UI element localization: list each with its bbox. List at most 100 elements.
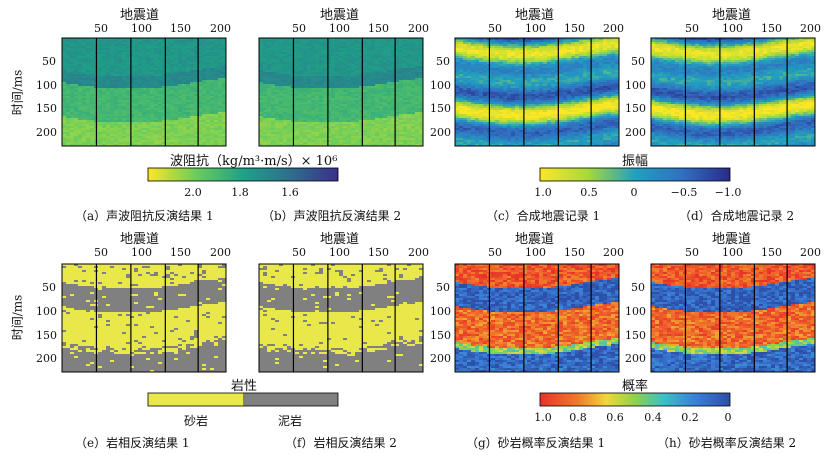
heatmap-cell bbox=[267, 116, 272, 119]
heatmap-cell bbox=[198, 100, 203, 103]
heatmap-cell bbox=[158, 126, 163, 129]
heatmap-cell bbox=[86, 74, 91, 77]
heatmap-cell bbox=[283, 118, 288, 121]
heatmap-cell bbox=[190, 118, 195, 121]
heatmap-cell bbox=[343, 46, 348, 49]
heatmap-cell bbox=[86, 52, 91, 55]
heatmap-cell bbox=[315, 128, 320, 131]
heatmap-cell bbox=[351, 130, 356, 133]
heatmap-cell bbox=[343, 98, 348, 101]
heatmap-cell bbox=[395, 74, 400, 77]
heatmap-cell bbox=[399, 42, 404, 45]
heatmap-cell bbox=[379, 76, 384, 79]
heatmap-cell bbox=[190, 50, 195, 53]
heatmap-cell bbox=[359, 90, 364, 93]
heatmap-cell bbox=[307, 68, 312, 71]
heatmap-cell bbox=[222, 102, 227, 105]
heatmap-cell bbox=[483, 106, 488, 109]
heatmap-cell bbox=[331, 70, 336, 73]
heatmap-cell bbox=[375, 70, 380, 73]
heatmap-cell bbox=[307, 138, 312, 141]
heatmap-cell bbox=[491, 94, 496, 97]
heatmap-cell bbox=[347, 144, 352, 147]
heatmap-cell bbox=[174, 134, 179, 137]
heatmap-cell bbox=[186, 94, 191, 97]
heatmap-cell bbox=[459, 90, 464, 93]
heatmap-cell bbox=[98, 62, 103, 65]
heatmap-cell bbox=[158, 138, 163, 141]
heatmap-cell bbox=[387, 60, 392, 63]
heatmap-cell bbox=[411, 62, 416, 65]
heatmap-cell bbox=[379, 138, 384, 141]
heatmap-cell bbox=[267, 94, 272, 97]
heatmap-cell bbox=[315, 126, 320, 129]
heatmap-cell bbox=[162, 50, 167, 53]
heatmap-cell bbox=[222, 62, 227, 65]
heatmap-cell bbox=[267, 122, 272, 125]
heatmap-cell bbox=[154, 96, 159, 99]
heatmap-cell bbox=[279, 62, 284, 65]
heatmap-cell bbox=[102, 114, 107, 117]
heatmap-cell bbox=[142, 140, 147, 143]
heatmap-cell bbox=[387, 144, 392, 147]
heatmap-cell bbox=[327, 52, 332, 55]
heatmap-cell bbox=[359, 60, 364, 63]
heatmap-cell bbox=[166, 90, 171, 93]
heatmap-cell bbox=[162, 90, 167, 93]
heatmap-cell bbox=[319, 94, 324, 97]
heatmap-cell bbox=[471, 128, 476, 131]
heatmap-cell bbox=[351, 98, 356, 101]
heatmap-cell bbox=[407, 76, 412, 79]
heatmap-cell bbox=[86, 72, 91, 75]
heatmap-cell bbox=[415, 72, 420, 75]
y-tick: 200 bbox=[36, 126, 57, 139]
heatmap-cell bbox=[287, 80, 292, 83]
heatmap-cell bbox=[351, 118, 356, 121]
heatmap-cell bbox=[170, 104, 175, 107]
heatmap-cell bbox=[467, 50, 472, 53]
heatmap-cell bbox=[150, 76, 155, 79]
heatmap-cell bbox=[78, 60, 83, 63]
heatmap-cell bbox=[455, 44, 460, 47]
heatmap-cell bbox=[335, 66, 340, 69]
heatmap-cell bbox=[186, 96, 191, 99]
heatmap-cell bbox=[150, 144, 155, 147]
heatmap-cell bbox=[403, 76, 408, 79]
heatmap-cell bbox=[202, 142, 207, 145]
heatmap-cell bbox=[182, 140, 187, 143]
heatmap-cell bbox=[202, 68, 207, 71]
heatmap-cell bbox=[142, 44, 147, 47]
heatmap-cell bbox=[114, 48, 119, 51]
heatmap-cell bbox=[279, 72, 284, 75]
heatmap-cell bbox=[90, 98, 95, 101]
heatmap-cell bbox=[455, 90, 460, 93]
heatmap-cell bbox=[74, 98, 79, 101]
heatmap-cell bbox=[263, 124, 268, 127]
heatmap-cell bbox=[355, 94, 360, 97]
heatmap-cell bbox=[283, 120, 288, 123]
heatmap-cell bbox=[391, 136, 396, 139]
heatmap-cell bbox=[130, 44, 135, 47]
heatmap-cell bbox=[275, 126, 280, 129]
heatmap-cell bbox=[287, 124, 292, 127]
heatmap-cell bbox=[319, 100, 324, 103]
heatmap-cell bbox=[150, 74, 155, 77]
heatmap-cell bbox=[299, 52, 304, 55]
heatmap-cell bbox=[263, 80, 268, 83]
heatmap-cell bbox=[66, 86, 71, 89]
heatmap-cell bbox=[98, 38, 103, 41]
heatmap-cell bbox=[347, 110, 352, 113]
heatmap-cell bbox=[371, 116, 376, 119]
heatmap-cell bbox=[335, 106, 340, 109]
heatmap-cell bbox=[142, 82, 147, 85]
heatmap-cell bbox=[110, 144, 115, 147]
heatmap-cell bbox=[459, 48, 464, 51]
heatmap-cell bbox=[218, 56, 223, 59]
heatmap-cell bbox=[90, 48, 95, 51]
heatmap-cell bbox=[66, 84, 71, 87]
heatmap-cell bbox=[110, 52, 115, 55]
heatmap-cell bbox=[86, 56, 91, 59]
heatmap-cell bbox=[363, 48, 368, 51]
heatmap-cell bbox=[138, 126, 143, 129]
heatmap-cell bbox=[347, 106, 352, 109]
